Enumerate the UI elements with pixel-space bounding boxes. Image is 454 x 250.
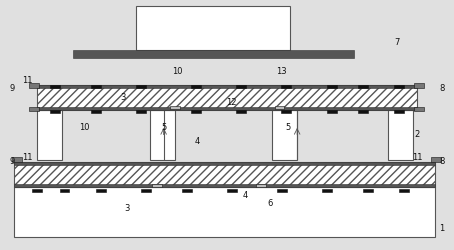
Text: 6: 6	[267, 199, 273, 208]
Bar	[363, 189, 373, 192]
Bar	[277, 189, 287, 192]
Bar	[29, 107, 39, 111]
Text: 7: 7	[394, 38, 400, 48]
Bar	[29, 83, 39, 88]
Bar	[191, 110, 201, 113]
Text: 11: 11	[412, 153, 422, 162]
Text: 9: 9	[10, 84, 15, 94]
Bar	[141, 189, 151, 192]
Bar	[91, 110, 101, 113]
Bar	[272, 110, 297, 160]
Text: 10: 10	[79, 123, 90, 132]
Text: 12: 12	[226, 98, 237, 107]
Bar	[91, 85, 101, 88]
Bar	[73, 50, 354, 58]
Bar	[182, 189, 192, 192]
Bar	[14, 162, 435, 187]
Bar	[236, 85, 246, 88]
Bar	[37, 85, 417, 110]
Bar	[388, 110, 413, 160]
Bar	[14, 187, 435, 237]
Bar	[395, 85, 405, 88]
Bar	[50, 85, 60, 88]
Text: 11: 11	[22, 153, 32, 162]
Bar	[257, 184, 266, 187]
Text: 1: 1	[439, 224, 444, 233]
Bar	[59, 189, 69, 192]
Bar	[431, 157, 441, 162]
Bar	[395, 110, 405, 113]
Bar	[32, 189, 42, 192]
Bar	[137, 6, 291, 51]
Bar	[415, 83, 424, 88]
Bar	[191, 85, 201, 88]
Bar	[399, 189, 409, 192]
Text: 5: 5	[161, 123, 166, 132]
Text: 11: 11	[22, 76, 32, 85]
Bar	[14, 162, 435, 165]
Bar	[326, 85, 336, 88]
Bar	[153, 184, 162, 187]
Bar	[37, 107, 417, 110]
Text: 5: 5	[286, 123, 291, 132]
Bar	[358, 110, 368, 113]
Text: 4: 4	[242, 191, 248, 200]
Bar	[281, 110, 291, 113]
Text: 9: 9	[10, 156, 15, 166]
Bar	[37, 110, 62, 160]
Bar	[137, 85, 147, 88]
Bar	[415, 107, 424, 111]
Text: 13: 13	[276, 67, 286, 76]
Bar	[326, 110, 336, 113]
Bar	[50, 110, 60, 113]
Bar	[227, 189, 237, 192]
Text: 3: 3	[120, 93, 126, 102]
Bar	[96, 189, 106, 192]
Text: 8: 8	[439, 156, 444, 166]
Text: 2: 2	[415, 130, 419, 140]
Bar	[37, 85, 417, 88]
Bar	[236, 110, 246, 113]
Bar	[275, 106, 285, 109]
Bar	[322, 189, 332, 192]
Text: 8: 8	[439, 84, 444, 94]
Text: 3: 3	[125, 204, 130, 213]
Text: 4: 4	[195, 138, 200, 146]
Bar	[137, 110, 147, 113]
Bar	[281, 85, 291, 88]
Bar	[12, 157, 22, 162]
Text: 10: 10	[172, 67, 183, 76]
Bar	[150, 110, 175, 160]
Bar	[170, 106, 180, 109]
Bar	[14, 184, 435, 187]
Bar	[358, 85, 368, 88]
